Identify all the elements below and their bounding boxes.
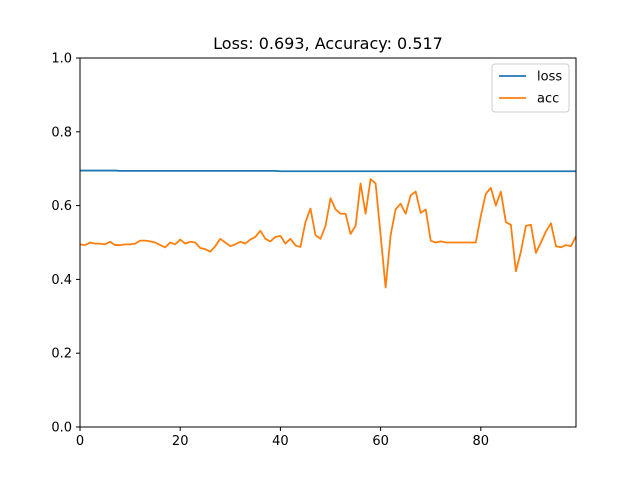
y-tick-label: 0.0 — [51, 421, 72, 436]
y-tick-label: 0.6 — [51, 199, 72, 214]
x-tick-label: 60 — [372, 434, 389, 449]
x-tick-label: 20 — [172, 434, 189, 449]
y-tick-label: 0.4 — [51, 273, 72, 288]
axes-layer: 0 20 40 60 80 0.0 0.2 0.4 0.6 0.8 1.0 — [51, 52, 577, 449]
x-tick-label: 40 — [272, 434, 289, 449]
y-tick-label: 0.2 — [51, 347, 72, 362]
series-line-loss — [80, 169, 576, 173]
series-layer — [79, 169, 577, 289]
y-tick-label: 1.0 — [51, 52, 72, 67]
x-tick-label: 0 — [76, 434, 84, 449]
y-tick-label: 0.8 — [51, 125, 72, 140]
plot-frame — [79, 57, 577, 428]
legend: loss acc — [491, 63, 570, 113]
chart-title: Loss: 0.693, Accuracy: 0.517 — [213, 34, 443, 53]
series-line-acc — [79, 178, 577, 289]
legend-label-loss: loss — [537, 70, 562, 85]
legend-label-acc: acc — [537, 92, 559, 107]
x-tick-label: 80 — [473, 434, 490, 449]
